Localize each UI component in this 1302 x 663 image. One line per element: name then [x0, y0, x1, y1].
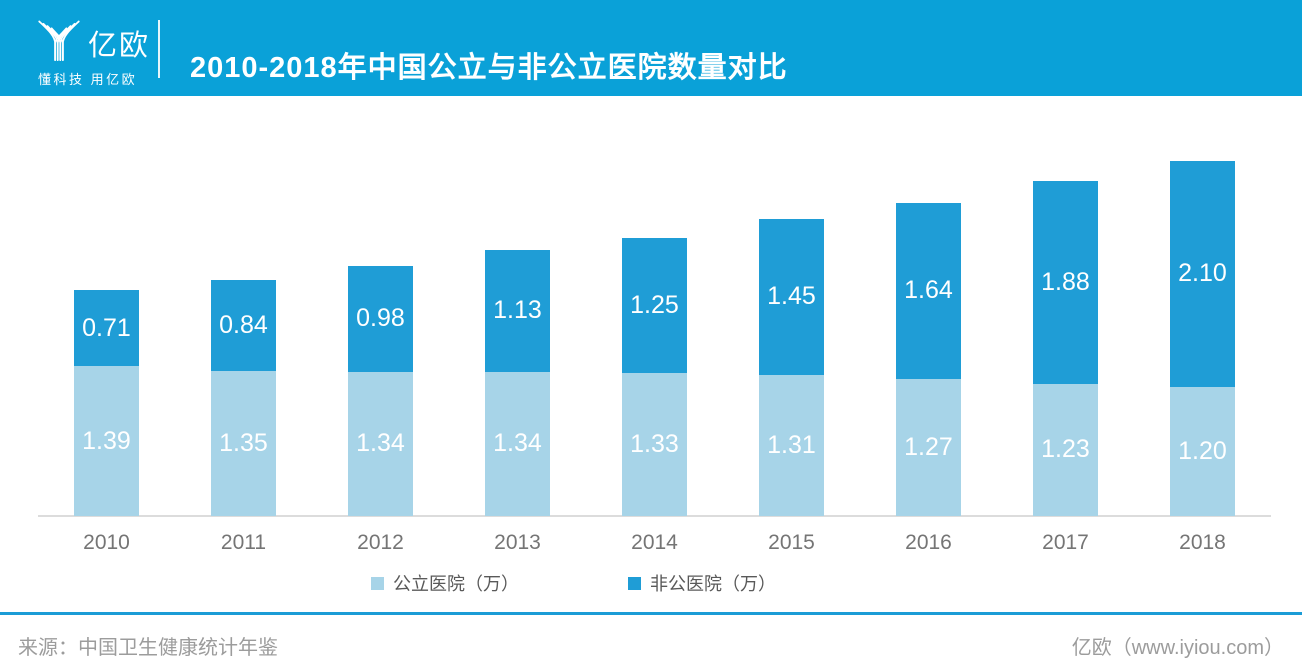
bar-value-label-nonpublic: 1.13: [493, 296, 542, 325]
bar-value-label-nonpublic: 1.25: [630, 290, 679, 319]
bar-column-2014: 1.25 1.33: [622, 238, 687, 516]
bar-segment-public: 1.34: [348, 371, 413, 516]
bar-column-2012: 0.98 1.34: [348, 266, 413, 516]
legend-label-nonpublic: 非公医院（万）: [650, 574, 776, 594]
bar-value-label-public: 1.34: [356, 429, 405, 458]
bar-column-2015: 1.45 1.31: [759, 218, 824, 516]
bar-segment-nonpublic: 1.13: [485, 250, 550, 372]
bar-column-2011: 0.84 1.35: [211, 280, 276, 516]
bar-column-2016: 1.64 1.27: [896, 202, 961, 516]
bar-value-label-nonpublic: 2.10: [1178, 259, 1227, 288]
x-axis-label-2013: 2013: [494, 531, 541, 554]
bar-column-2010: 0.71 1.39: [74, 289, 139, 516]
footer-rule: [0, 612, 1302, 615]
bar-segment-nonpublic: 0.84: [211, 280, 276, 371]
legend-swatch-public-icon: [371, 576, 384, 590]
bar-segment-nonpublic: 0.98: [348, 266, 413, 372]
logo-tagline: 懂科技 用亿欧: [38, 72, 138, 87]
x-axis-label-2016: 2016: [905, 531, 952, 554]
header-band: 亿欧 懂科技 用亿欧 2010-2018年中国公立与非公立医院数量对比: [0, 0, 1302, 96]
legend-item-nonpublic: 非公医院（万）: [628, 572, 776, 594]
site-credit: 亿欧（www.iyiou.com）: [1071, 637, 1284, 659]
bar-segment-nonpublic: 1.45: [759, 218, 824, 375]
bar-segment-nonpublic: 1.88: [1033, 181, 1098, 384]
bar-segment-public: 1.20: [1170, 386, 1235, 516]
x-axis-label-2010: 2010: [83, 531, 130, 554]
x-axis-label-2014: 2014: [631, 531, 678, 554]
bar-segment-public: 1.39: [74, 366, 139, 516]
bar-segment-public: 1.31: [759, 374, 824, 516]
bar-segment-nonpublic: 1.64: [896, 202, 961, 380]
bar-value-label-public: 1.23: [1041, 435, 1090, 464]
logo-wordmark: 亿欧: [88, 30, 151, 62]
bar-segment-nonpublic: 0.71: [74, 289, 139, 367]
legend-swatch-nonpublic-icon: [628, 576, 641, 590]
x-axis-label-2017: 2017: [1042, 531, 1089, 554]
legend-item-public: 公立医院（万）: [371, 572, 519, 594]
bar-value-label-nonpublic: 1.64: [904, 276, 953, 305]
bar-value-label-public: 1.20: [1178, 436, 1227, 465]
bar-value-label-nonpublic: 0.84: [219, 310, 268, 339]
legend-label-public: 公立医院（万）: [393, 574, 519, 594]
x-axis-label-2018: 2018: [1179, 531, 1226, 554]
source-text: 来源：中国卫生健康统计年鉴: [18, 637, 278, 659]
bar-value-label-nonpublic: 0.71: [82, 313, 131, 342]
bar-segment-public: 1.27: [896, 379, 961, 516]
bar-value-label-public: 1.34: [493, 429, 542, 458]
chart-title: 2010-2018年中国公立与非公立医院数量对比: [190, 52, 788, 85]
bar-segment-public: 1.23: [1033, 383, 1098, 516]
x-axis-label-2012: 2012: [357, 531, 404, 554]
x-axis-label-2015: 2015: [768, 531, 815, 554]
bar-segment-public: 1.34: [485, 371, 550, 516]
bar-column-2017: 1.88 1.23: [1033, 181, 1098, 516]
bar-segment-public: 1.35: [211, 370, 276, 516]
bar-value-label-nonpublic: 0.98: [356, 304, 405, 333]
bar-value-label-nonpublic: 1.88: [1041, 267, 1090, 296]
yiou-logo-icon: [38, 20, 80, 61]
bar-value-label-public: 1.35: [219, 428, 268, 457]
header-divider: [158, 20, 160, 78]
bar-value-label-public: 1.27: [904, 433, 953, 462]
bar-segment-nonpublic: 1.25: [622, 238, 687, 373]
x-axis-label-2011: 2011: [220, 531, 267, 554]
bar-value-label-public: 1.33: [630, 429, 679, 458]
x-axis-line: [38, 515, 1271, 517]
bar-value-label-public: 1.39: [82, 426, 131, 455]
bar-column-2018: 2.10 1.20: [1170, 160, 1235, 516]
bar-column-2013: 1.13 1.34: [485, 250, 550, 516]
bar-value-label-nonpublic: 1.45: [767, 282, 816, 311]
bar-segment-public: 1.33: [622, 372, 687, 516]
bar-value-label-public: 1.31: [767, 430, 816, 459]
bar-segment-nonpublic: 2.10: [1170, 160, 1235, 387]
